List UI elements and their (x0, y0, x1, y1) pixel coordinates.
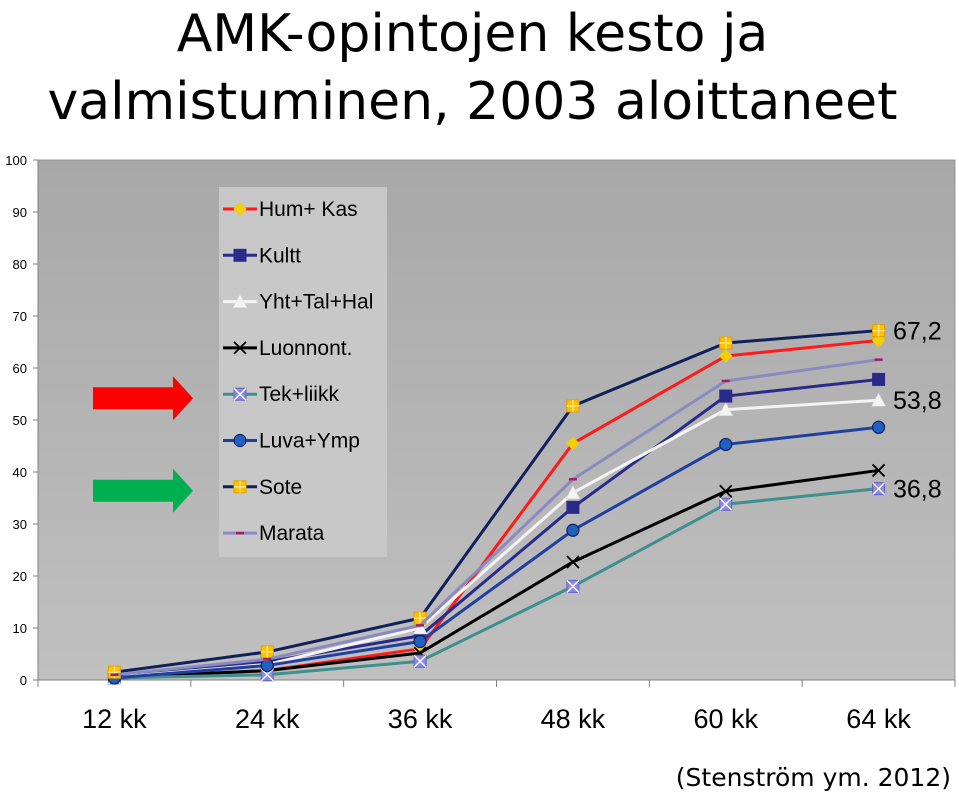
legend-label: Sote (259, 476, 302, 499)
data-point (233, 433, 247, 448)
data-point (566, 555, 580, 569)
title-line-2: valmistuminen, 2003 aloittaneet (47, 72, 898, 132)
series-line (114, 425, 879, 680)
legend-item: Yht+Tal+Hal (223, 291, 373, 314)
data-point (871, 333, 886, 348)
series-line (114, 329, 879, 674)
data-point (566, 579, 580, 593)
citation: (Stenström ym. 2012) (675, 763, 951, 792)
data-point (566, 436, 580, 451)
legend: Hum+ Kas Kultt Yht+Tal+Hal Luonnont. Tek+lii… (219, 187, 387, 557)
title-line-1: AMK-opintojen kesto ja (176, 4, 769, 64)
plot-area (37, 159, 956, 681)
data-point (719, 389, 733, 403)
data-point (233, 202, 247, 216)
series-5 (107, 420, 886, 685)
data-point (233, 248, 247, 262)
x-tick-label: 60 kk (693, 704, 758, 734)
data-point (719, 349, 733, 363)
data-point (719, 497, 733, 511)
plot-area-group (37, 159, 956, 681)
data-point (872, 324, 886, 338)
series-4 (107, 482, 886, 685)
value-annotation: 67,2 (893, 318, 942, 346)
data-point (871, 420, 886, 434)
series-line (114, 377, 879, 678)
series-line (114, 358, 879, 677)
x-tick-label: 64 kk (846, 704, 911, 734)
series-line (114, 468, 879, 679)
data-point (718, 402, 734, 416)
data-point (872, 482, 886, 496)
y-tick-label: 50 (13, 413, 27, 428)
data-point (719, 437, 733, 452)
y-tick-label: 40 (13, 465, 27, 480)
value-annotation: 53,8 (893, 387, 942, 415)
legend-item: Luonnont. (223, 337, 352, 360)
data-point (233, 341, 247, 355)
highlight-arrow (93, 376, 193, 421)
y-tick-label: 10 (13, 621, 27, 636)
series-group (106, 324, 887, 686)
value-annotation: 36,8 (893, 476, 942, 504)
data-point (566, 523, 580, 537)
legend-label: Luonnont. (259, 337, 352, 360)
legend-item: Luva+Ymp (223, 430, 360, 453)
data-point (871, 463, 886, 478)
y-tick-label: 20 (13, 569, 27, 584)
slide-title: AMK-opintojen kesto ja valmistuminen, 20… (0, 0, 945, 136)
y-tick-label: 100 (5, 153, 27, 168)
y-tick-label: 70 (13, 309, 27, 324)
data-point (872, 372, 886, 386)
data-point (565, 485, 581, 500)
data-point (719, 336, 733, 350)
x-tick-label: 36 kk (388, 704, 453, 734)
data-point (413, 654, 427, 668)
data-point (233, 480, 247, 494)
legend-label: Marata (259, 522, 325, 545)
data-point (260, 645, 274, 659)
axes-group: 0 10 20 30 40 50 60 70 80 90 100 12 kk 24 kk 36 kk 48 … (5, 153, 956, 734)
annotations-group: 67,2 53,8 36,8 (93, 318, 942, 513)
y-tick-label: 30 (13, 517, 27, 532)
data-point (719, 484, 733, 498)
y-tick-label: 80 (13, 257, 27, 272)
data-point (107, 665, 121, 679)
series-7 (110, 358, 883, 677)
data-point (413, 634, 427, 649)
data-point (871, 392, 887, 407)
legend-box (219, 187, 387, 557)
legend-label: Luva+Ymp (259, 430, 360, 453)
legend-label: Tek+liikk (259, 383, 339, 406)
data-point (260, 658, 274, 673)
legend-item: Sote (223, 476, 302, 499)
legend-label: Yht+Tal+Hal (259, 291, 373, 314)
y-tick-label: 60 (13, 361, 27, 376)
data-point (566, 399, 580, 413)
data-point (233, 387, 247, 401)
x-tick-label: 12 kk (82, 704, 147, 734)
data-point (566, 500, 580, 514)
x-tick-label: 24 kk (235, 704, 300, 734)
series-line (114, 487, 879, 680)
legend-item: Hum+ Kas (223, 198, 358, 221)
data-point (232, 294, 248, 308)
legend-item: Tek+liikk (223, 383, 339, 406)
legend-item: Kultt (223, 244, 301, 267)
x-tick-label: 48 kk (541, 704, 606, 734)
legend-label: Hum+ Kas (259, 198, 358, 221)
highlight-arrow (93, 468, 193, 513)
legend-label: Kultt (259, 244, 301, 267)
legend-item: Marata (223, 522, 325, 545)
y-tick-label: 90 (13, 205, 27, 220)
y-tick-label: 0 (20, 673, 27, 688)
